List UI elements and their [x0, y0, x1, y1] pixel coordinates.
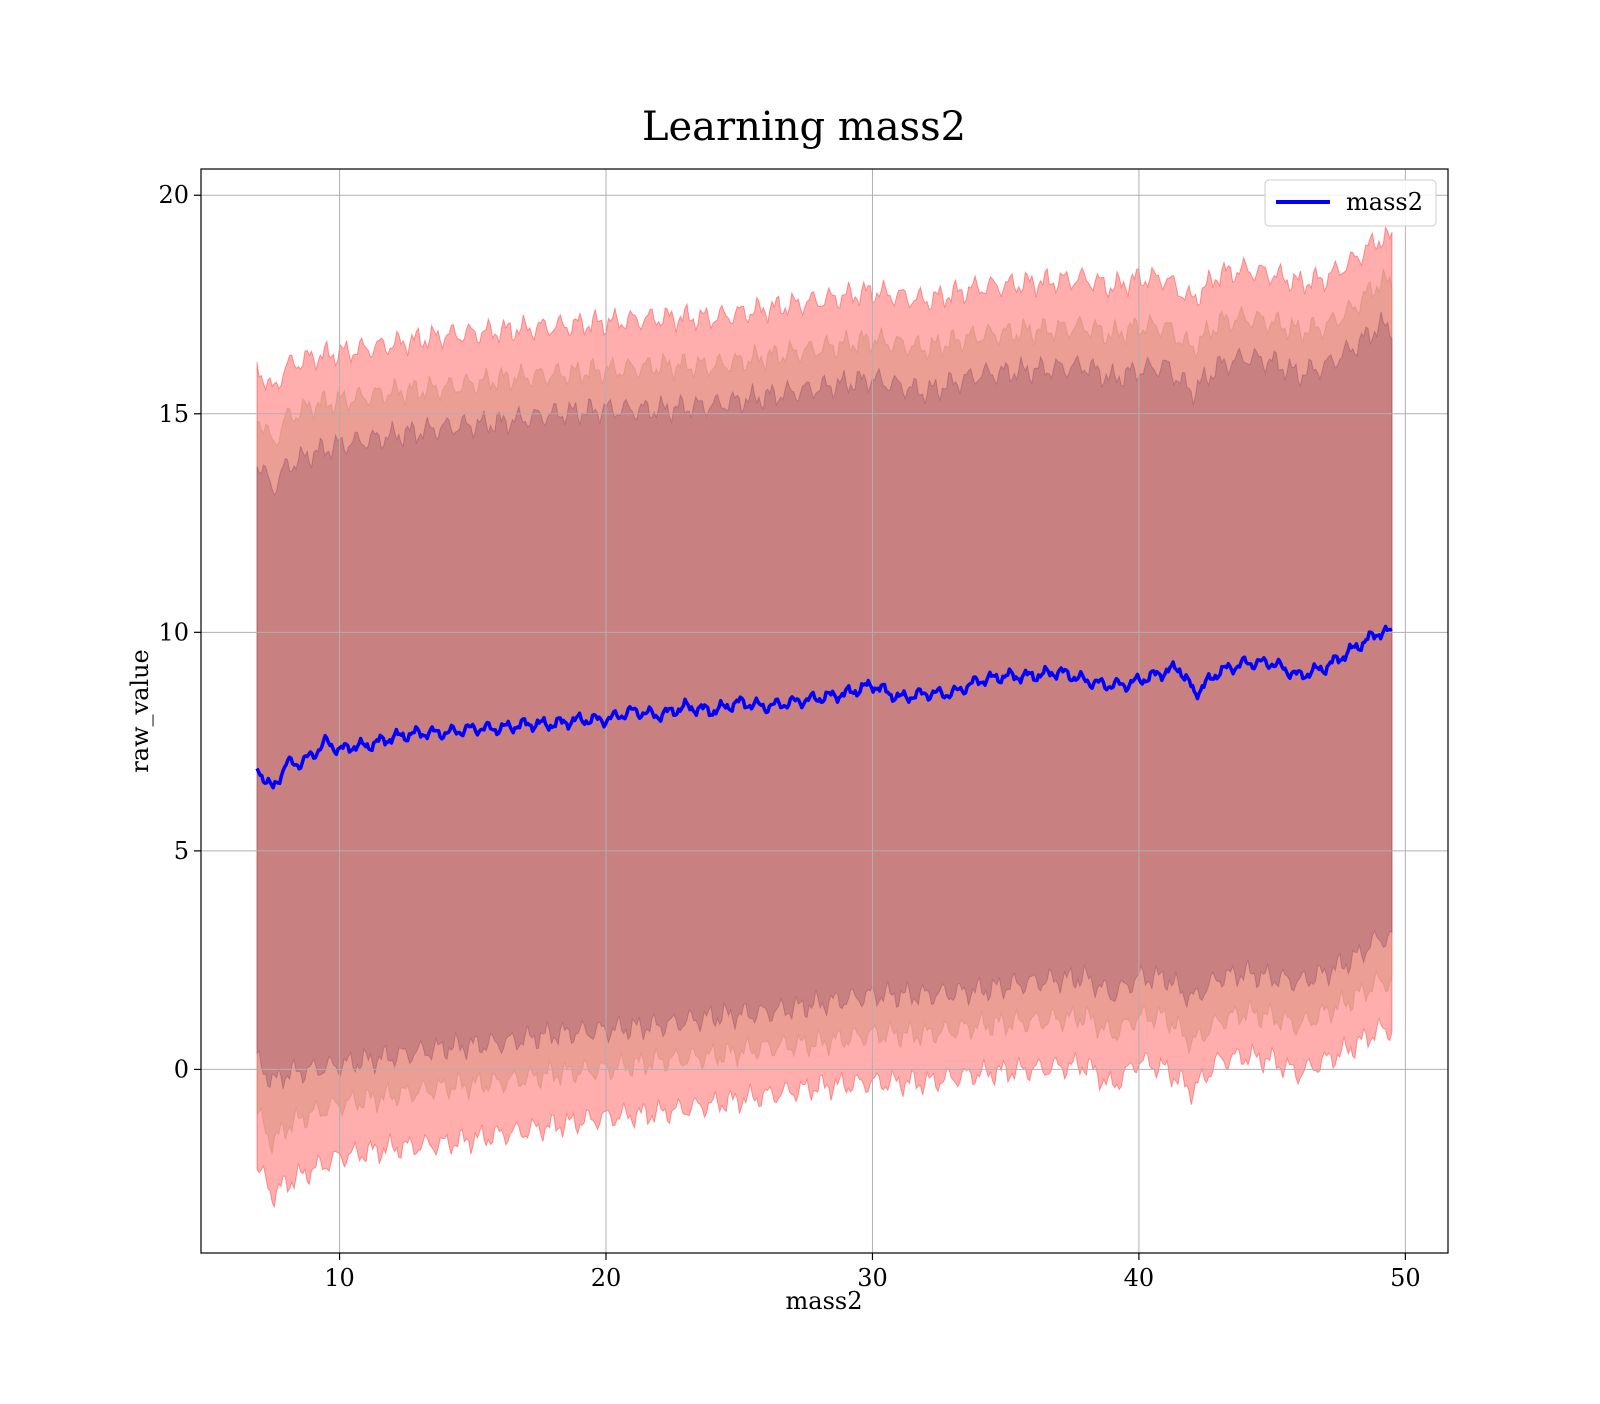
plot-frame [200, 168, 1449, 1254]
legend-label-mass2: mass2 [1346, 188, 1423, 216]
x-tick-label: 20 [591, 1264, 622, 1292]
plot-area [201, 169, 1448, 1253]
y-axis-ticks: 0 5 10 15 20 [158, 181, 201, 1083]
x-axis-label: mass2 [786, 1287, 863, 1315]
band-outer [256, 225, 1393, 1209]
y-tick-label: 10 [158, 618, 189, 646]
series-layer [255, 624, 1393, 790]
x-tick-label: 50 [1390, 1264, 1421, 1292]
y-axis-label: raw_value [126, 649, 154, 773]
y-tick-label: 15 [158, 400, 189, 428]
grid-lines [201, 169, 1448, 1253]
series-line-mass2 [255, 624, 1393, 790]
legend-box [1264, 179, 1437, 227]
x-tick-label: 30 [857, 1264, 888, 1292]
x-tick-label: 40 [1124, 1264, 1155, 1292]
x-tick-label: 10 [324, 1264, 355, 1292]
x-axis-ticks: 10 20 30 40 50 [324, 1253, 1421, 1292]
y-tick-label: 5 [174, 837, 189, 865]
legend: mass2 [1264, 179, 1437, 227]
y-tick-label: 0 [174, 1055, 189, 1083]
y-tick-label: 20 [158, 181, 189, 209]
chart-title: Learning mass2 [642, 104, 966, 150]
band-middle [256, 268, 1393, 1154]
